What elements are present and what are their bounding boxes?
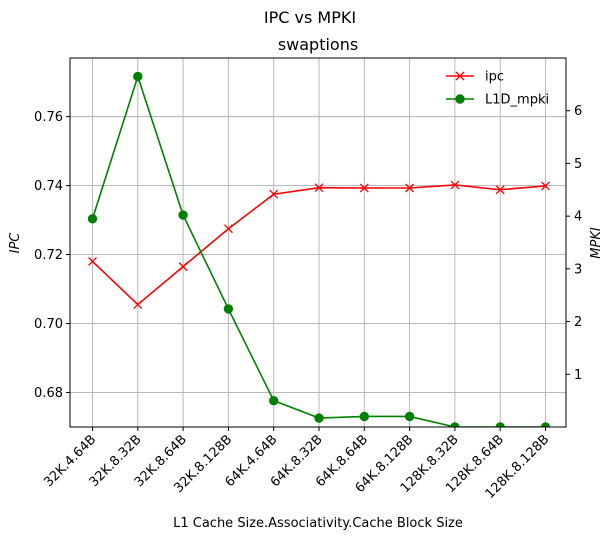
series-layer [87, 71, 551, 427]
chart-title: swaptions [278, 35, 358, 54]
y-tick-label-right: 6 [574, 104, 582, 119]
y-tick-label-left: 0.70 [34, 317, 63, 332]
data-point-ipc [541, 181, 550, 191]
data-point-ipc [223, 224, 233, 234]
data-point-ipc [495, 185, 505, 195]
data-point-L1D_mpki [314, 413, 324, 423]
data-point-L1D_mpki [178, 210, 188, 220]
data-point-L1D_mpki [404, 411, 415, 422]
data-point-ipc [359, 183, 369, 193]
data-point-ipc [314, 183, 324, 193]
legend-label-ipc: ipc [485, 70, 504, 85]
data-point-L1D_mpki [269, 395, 279, 406]
y-axis-label-right: MPKI [589, 227, 604, 259]
y-tick-label-right: 2 [574, 315, 582, 330]
legend-label-L1D_mpki: L1D_mpki [485, 93, 549, 108]
plot-frame [69, 57, 567, 428]
y-tick-label-left: 0.72 [34, 248, 63, 263]
legend: ipc L1D_mpki [446, 70, 549, 108]
legend-marker-ipc [455, 71, 465, 81]
data-point-ipc [450, 180, 460, 190]
data-point-ipc [269, 189, 279, 199]
y-tick-label-right: 3 [574, 262, 582, 277]
data-point-L1D_mpki [223, 304, 234, 314]
data-point-ipc [88, 257, 97, 266]
y-tick-label-left: 0.74 [34, 179, 63, 194]
y-tick-label-left: 0.68 [34, 386, 63, 401]
data-point-ipc [405, 183, 415, 193]
y-tick-label-right: 4 [574, 210, 582, 225]
data-point-L1D_mpki [87, 214, 98, 224]
data-point-L1D_mpki [133, 71, 143, 82]
grid-lines [70, 58, 566, 427]
y-tick-label-left: 0.76 [34, 110, 63, 125]
figure-suptitle: IPC vs MPKI [264, 8, 356, 27]
data-point-L1D_mpki [359, 411, 369, 422]
legend-marker-L1D_mpki [455, 94, 465, 104]
y-tick-label-right: 1 [574, 368, 582, 383]
y-axis-label-left: IPC [8, 232, 23, 254]
y-tick-label-right: 5 [574, 157, 582, 172]
x-axis-label: L1 Cache Size.Associativity.Cache Block … [173, 516, 463, 531]
data-point-ipc [178, 262, 188, 272]
data-point-ipc [133, 300, 143, 310]
